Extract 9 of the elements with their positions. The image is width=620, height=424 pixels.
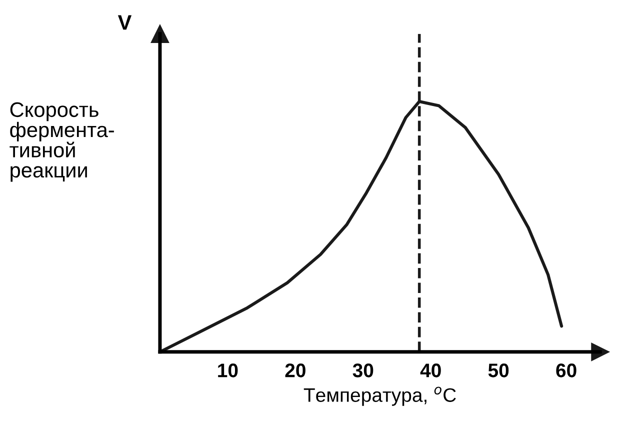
text: Скорость фермента- тивной реакции <box>10 102 114 182</box>
x-tick-label: 50 <box>488 364 509 378</box>
x-tick-label: 30 <box>352 364 374 378</box>
x-tick-label: 60 <box>556 364 576 378</box>
x-axis-title: Температура, $^{o}$C <box>304 386 456 406</box>
x-tick-label: 40 <box>420 364 441 378</box>
x-tick-label: 20 <box>285 364 306 378</box>
y-axis-title: V <box>118 15 132 30</box>
x-tick-label: 10 <box>218 364 238 378</box>
